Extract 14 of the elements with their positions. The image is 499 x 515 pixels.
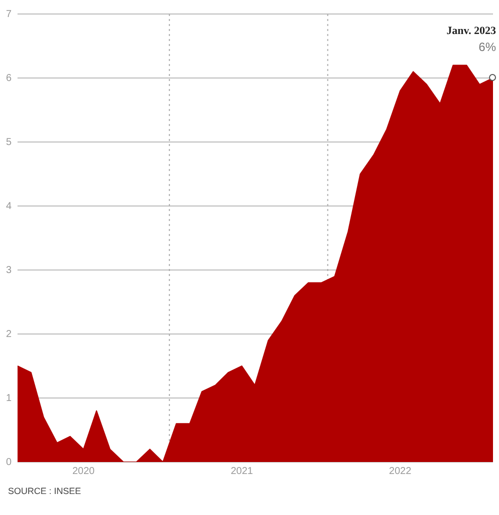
- y-tick-label: 2: [6, 328, 12, 340]
- y-tick-label: 4: [6, 200, 12, 212]
- x-tick-label: 2021: [230, 466, 254, 477]
- x-tick-label: 2020: [72, 466, 96, 477]
- y-tick-label: 5: [6, 136, 12, 148]
- x-tick-label: 2022: [389, 466, 412, 477]
- annotation: 6%: [478, 40, 496, 54]
- y-tick-label: 0: [6, 456, 12, 468]
- y-tick-label: 1: [6, 392, 12, 404]
- y-tick-label: 6: [6, 72, 12, 84]
- annotation: Janv. 2023: [446, 25, 496, 37]
- y-tick-label: 7: [6, 8, 12, 20]
- y-tick-label: 3: [6, 264, 12, 276]
- source-note: SOURCE : INSEE: [8, 486, 82, 496]
